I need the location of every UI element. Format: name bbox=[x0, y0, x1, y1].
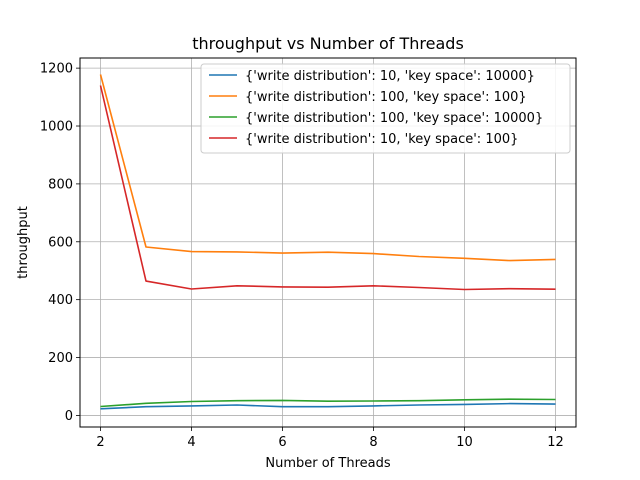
legend-label: {'write distribution': 100, 'key space':… bbox=[245, 111, 543, 126]
legend-box bbox=[200, 63, 571, 154]
x-axis-label: Number of Threads bbox=[265, 456, 390, 471]
legend: {'write distribution': 10, 'key space': … bbox=[200, 63, 571, 154]
legend-label: {'write distribution': 10, 'key space': … bbox=[245, 69, 535, 84]
legend-label: {'write distribution': 100, 'key space':… bbox=[245, 90, 527, 105]
y-tick-label: 0 bbox=[65, 409, 73, 424]
chart-title: throughput vs Number of Threads bbox=[192, 34, 464, 53]
x-tick-label: 2 bbox=[96, 435, 104, 450]
x-tick-label: 6 bbox=[278, 435, 286, 450]
x-tick-label: 12 bbox=[547, 435, 564, 450]
y-tick-label: 400 bbox=[48, 293, 73, 308]
series-line-1 bbox=[100, 402, 556, 410]
x-tick-label: 4 bbox=[187, 435, 195, 450]
plot-area bbox=[79, 57, 577, 428]
legend-label: {'write distribution': 10, 'key space': … bbox=[245, 132, 518, 147]
series-layer bbox=[99, 74, 556, 410]
y-tick-label: 200 bbox=[48, 351, 73, 366]
y-axis-ticks: 0 200 400 600 800 1000 1200 bbox=[40, 62, 80, 424]
y-tick-label: 600 bbox=[48, 235, 73, 250]
y-tick-label: 800 bbox=[48, 177, 73, 192]
y-tick-label: 1000 bbox=[40, 120, 73, 135]
series-line-2 bbox=[99, 74, 556, 262]
y-axis-label: throughput bbox=[16, 206, 31, 279]
x-tick-label: 8 bbox=[369, 435, 377, 450]
y-tick-label: 1200 bbox=[40, 62, 73, 77]
series-line-3 bbox=[100, 398, 556, 408]
x-axis-ticks: 2 4 6 8 10 12 bbox=[96, 427, 564, 450]
series-line-4 bbox=[99, 85, 556, 291]
x-tick-label: 10 bbox=[456, 435, 473, 450]
